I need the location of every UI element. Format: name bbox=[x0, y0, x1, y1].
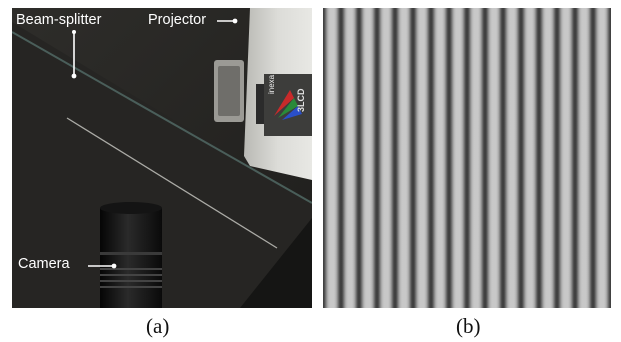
projector-model-text: 3LCD bbox=[296, 88, 306, 112]
setup-photo: 3LCD inexa Beam-splitter Projector Camer… bbox=[12, 8, 312, 308]
fringe-pattern-graphic bbox=[323, 8, 611, 308]
camera-pointer bbox=[111, 263, 117, 269]
projector-label: Projector bbox=[148, 12, 207, 28]
fringe-pattern bbox=[323, 8, 611, 308]
mount-shadow bbox=[240, 218, 312, 308]
fringe-field bbox=[323, 8, 611, 308]
projector-brand-text: inexa bbox=[267, 74, 276, 94]
glass-edge-highlight bbox=[66, 117, 278, 249]
beam-splitter-glass bbox=[12, 22, 312, 308]
projector-pointer bbox=[232, 18, 238, 24]
caption-b: (b) bbox=[456, 314, 481, 338]
camera-label: Camera bbox=[18, 256, 70, 272]
beam-splitter-pointer bbox=[71, 73, 77, 79]
projector-device: 3LCD inexa bbox=[214, 8, 312, 180]
caption-a: (a) bbox=[146, 314, 170, 338]
camera-lens bbox=[100, 202, 162, 308]
beam-splitter-label: Beam-splitter bbox=[16, 12, 102, 28]
setup-photo-graphic: 3LCD inexa bbox=[12, 8, 312, 308]
